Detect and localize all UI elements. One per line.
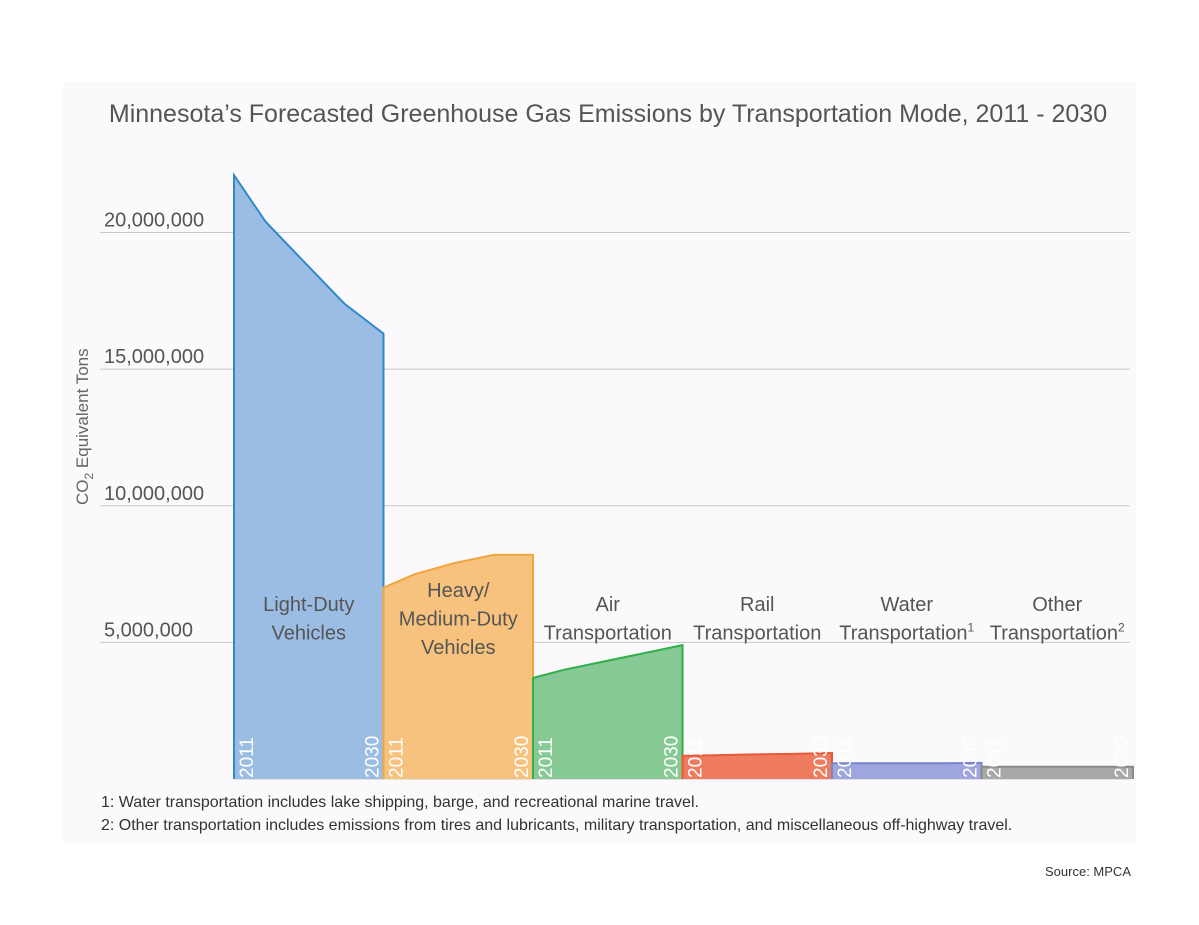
series-area xyxy=(533,645,683,779)
series-outline xyxy=(831,761,983,779)
y-tick-label: 10,000,000 xyxy=(104,483,204,505)
series-area xyxy=(981,766,1133,779)
year-start-label: 2011 xyxy=(237,737,258,778)
category-label: Heavy/ xyxy=(427,580,490,602)
series-area xyxy=(234,175,384,780)
year-end-label: 2030 xyxy=(512,736,533,778)
year-start-label: 2011 xyxy=(536,737,557,778)
category-label: Transportation1 xyxy=(839,621,974,645)
category-label: Medium-Duty xyxy=(399,609,518,631)
category-label: Light-Duty xyxy=(263,594,354,616)
year-end-label: 2030 xyxy=(961,736,982,778)
category-label: Other xyxy=(1032,594,1082,616)
y-tick-labels: 5,000,000 10,000,000 15,000,000 20,000,000 xyxy=(104,210,204,642)
footnote-1: 1: Water transportation includes lake sh… xyxy=(101,794,699,811)
year-start-label: 2011 xyxy=(835,737,856,778)
year-end-label: 2030 xyxy=(363,736,384,778)
series-area xyxy=(832,762,982,779)
series-outline xyxy=(532,643,684,779)
footnote-2: 2: Other transportation includes emissio… xyxy=(101,817,1012,834)
year-start-label: 2011 xyxy=(686,737,707,778)
series-areas xyxy=(233,171,1134,780)
series-area xyxy=(682,753,832,779)
source-note: Source: MPCA xyxy=(1045,864,1131,879)
year-end-label: 2030 xyxy=(811,736,832,778)
category-label: Transportation xyxy=(693,623,821,645)
y-axis-label: CO2 Equivalent Tons xyxy=(73,348,96,505)
y-tick-label: 15,000,000 xyxy=(104,346,204,368)
category-labels: Light-Duty Vehicles Heavy/Medium-Duty Vehic… xyxy=(263,580,1125,659)
series-outline xyxy=(681,751,833,779)
category-label: Transportation xyxy=(544,623,672,645)
year-end-label: 2030 xyxy=(1112,736,1133,778)
year-start-label: 2011 xyxy=(387,737,408,778)
series-outline xyxy=(233,171,385,779)
category-label: Transportation2 xyxy=(990,621,1125,645)
category-label: Vehicles xyxy=(421,637,496,659)
category-label: Air xyxy=(596,594,621,616)
category-label: Water xyxy=(880,594,933,616)
y-tick-label: 5,000,000 xyxy=(104,619,193,641)
series-outline xyxy=(980,765,1134,779)
chart-title: Minnesota’s Forecasted Greenhouse Gas Em… xyxy=(109,100,1107,128)
y-tick-label: 20,000,000 xyxy=(104,210,204,232)
series-area xyxy=(383,554,533,779)
year-start-label: 2011 xyxy=(985,737,1006,778)
year-labels: 2011 2030 2011 2030 2011 2030 2011 2030 2011 2030… xyxy=(237,736,1133,778)
category-label: Vehicles xyxy=(272,623,347,645)
year-end-label: 2030 xyxy=(662,736,683,778)
category-label: Rail xyxy=(740,594,774,616)
series-outline xyxy=(382,553,534,779)
